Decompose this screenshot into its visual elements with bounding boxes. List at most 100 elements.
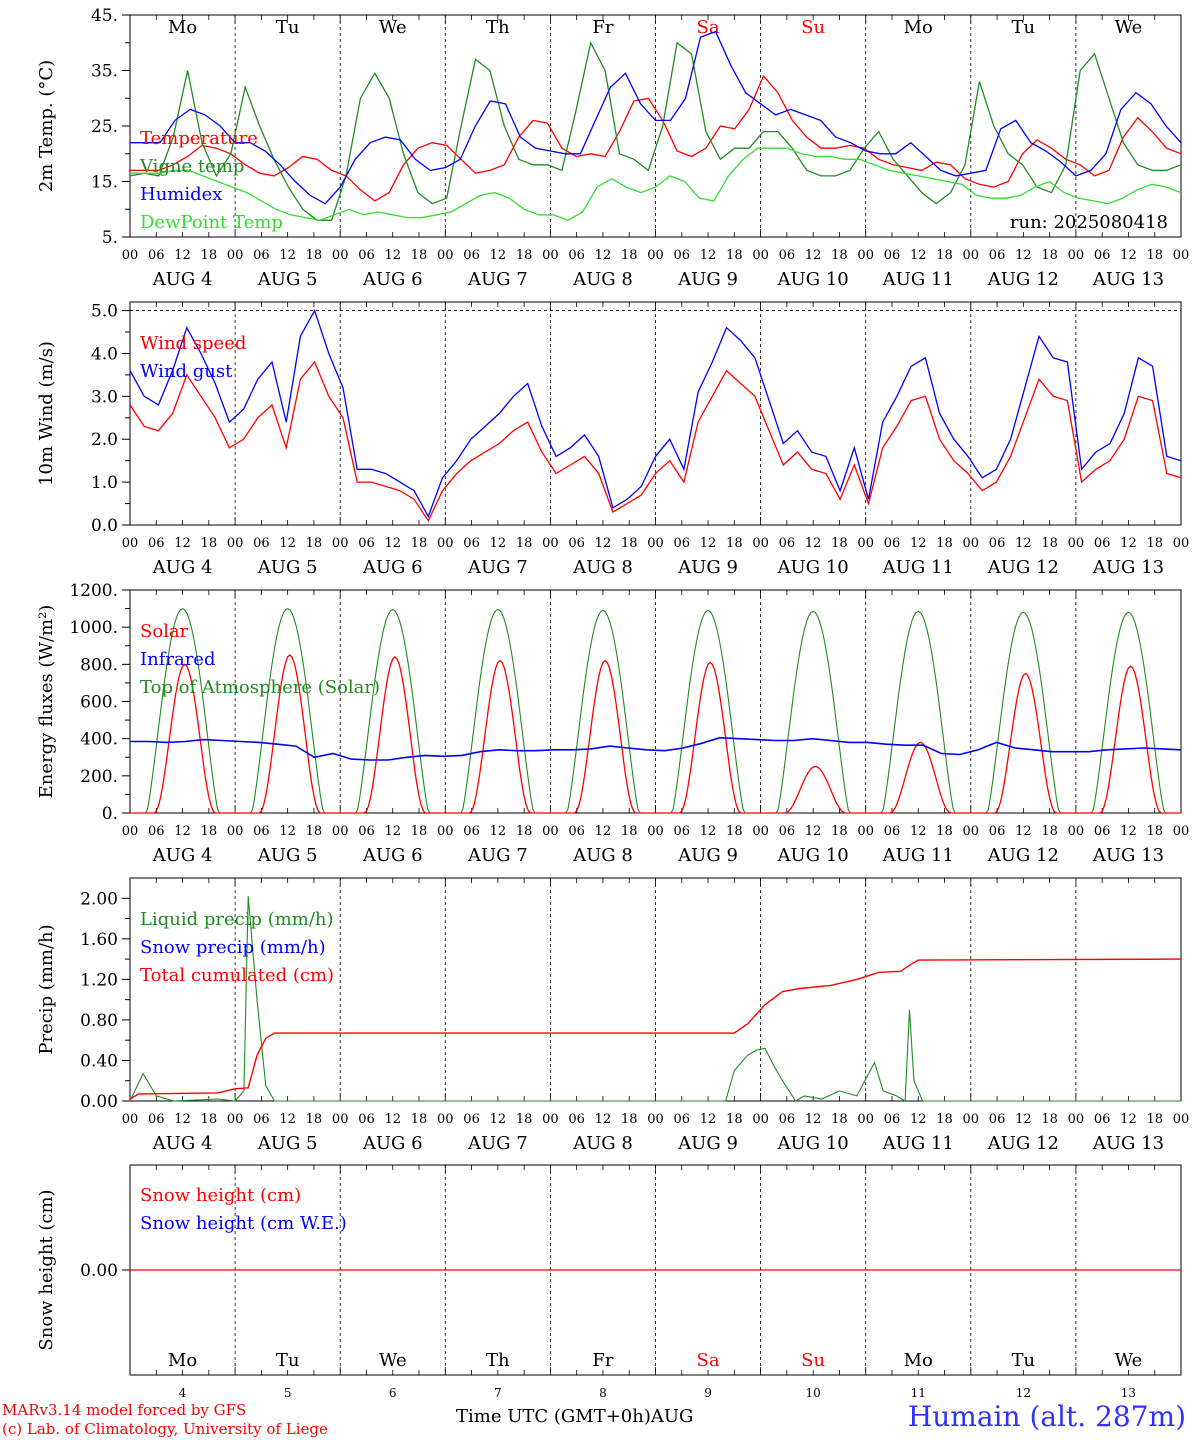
x-hour-label: 12	[490, 248, 507, 263]
x-date-label: AUG 6	[362, 557, 423, 578]
x-hour-label: 18	[201, 1112, 218, 1127]
y-tick-label: 45.	[91, 6, 118, 26]
day-name: Tu	[1012, 17, 1036, 38]
legend-entry: Wind speed	[140, 333, 246, 354]
x-hour-label: 18	[726, 824, 743, 839]
x-date-label: AUG 13	[1092, 269, 1164, 290]
y-tick-label: 600.	[80, 693, 118, 713]
series-line-total-cumulated	[129, 958, 1182, 1100]
series-line-infrared	[130, 736, 1182, 761]
y-tick-label: 0.80	[80, 1011, 118, 1031]
y-tick-label: 25.	[91, 117, 118, 137]
day-name: We	[1115, 17, 1143, 38]
x-hour-label: 12	[1015, 536, 1032, 551]
x-hour-label: 06	[568, 824, 585, 839]
legend-entry: Wind gust	[140, 361, 233, 382]
x-hour-label: 06	[674, 248, 691, 263]
x-hour-label: 12	[700, 824, 717, 839]
x-hour-label: 06	[989, 824, 1006, 839]
x-hour-label: 06	[358, 536, 375, 551]
x-date-label: AUG 5	[257, 845, 318, 866]
x-hour-label: 18	[411, 536, 428, 551]
day-name: Fr	[592, 17, 613, 38]
x-date-label: AUG 9	[677, 845, 738, 866]
legend-entry: Vigne temp	[139, 156, 244, 177]
x-date-label: AUG 10	[777, 269, 849, 290]
series-line-solar	[130, 654, 1181, 814]
x-hour-label: 00	[542, 1112, 559, 1127]
x-date-label: AUG 7	[467, 557, 528, 578]
x-hour-label: 00	[647, 248, 664, 263]
x-hour-label: 12	[384, 824, 401, 839]
x-hour-label: 18	[936, 248, 953, 263]
x-hour-label: 12	[595, 824, 612, 839]
x-date-label: AUG 5	[257, 557, 318, 578]
x-hour-label: 18	[411, 1112, 428, 1127]
x-hour-label: 12	[910, 1112, 927, 1127]
x-hour-label: 18	[936, 824, 953, 839]
y-tick-label: 1000.	[69, 618, 118, 638]
y-tick-label: 800.	[80, 655, 118, 675]
series-line-humidex	[130, 30, 1182, 205]
day-number: 11	[911, 1386, 926, 1400]
x-date-label: AUG 9	[677, 269, 738, 290]
x-hour-label: 00	[752, 1112, 769, 1127]
x-axis-title: Time UTC (GMT+0h)AUG	[456, 1406, 694, 1427]
x-hour-label: 00	[752, 536, 769, 551]
x-hour-label: 00	[437, 248, 454, 263]
x-hour-label: 18	[831, 248, 848, 263]
y-axis-title: 2m Temp. (°C)	[36, 60, 57, 192]
x-hour-label: 12	[1120, 1112, 1137, 1127]
x-hour-label: 12	[490, 824, 507, 839]
day-name: Th	[486, 17, 510, 38]
series-line-liquid-precip	[129, 896, 1181, 1102]
day-name: Tu	[1012, 1350, 1036, 1371]
x-hour-label: 00	[227, 1112, 244, 1127]
x-hour-label: 06	[884, 824, 901, 839]
x-date-label: AUG 4	[152, 269, 213, 290]
x-hour-label: 06	[1094, 824, 1111, 839]
x-date-label: AUG 11	[882, 1133, 954, 1154]
legend-entry: Snow height (cm W.E.)	[140, 1213, 347, 1234]
x-hour-label: 12	[805, 536, 822, 551]
x-hour-label: 00	[752, 248, 769, 263]
x-hour-label: 00	[542, 536, 559, 551]
day-number: 8	[599, 1386, 607, 1400]
y-tick-label: 4.0	[91, 344, 118, 364]
day-name: We	[379, 1350, 407, 1371]
x-date-label: AUG 4	[152, 845, 213, 866]
y-tick-label: 2.00	[80, 889, 118, 909]
x-date-label: AUG 12	[987, 269, 1059, 290]
day-number: 5	[284, 1386, 292, 1400]
x-date-label: AUG 11	[882, 269, 954, 290]
y-tick-label: 35.	[91, 62, 118, 82]
x-hour-label: 06	[989, 1112, 1006, 1127]
day-number: 6	[389, 1386, 397, 1400]
x-hour-label: 18	[306, 824, 323, 839]
x-hour-label: 00	[332, 1112, 349, 1127]
x-hour-label: 12	[279, 824, 296, 839]
x-hour-label: 12	[174, 1112, 191, 1127]
x-hour-label: 00	[647, 1112, 664, 1127]
x-hour-label: 00	[122, 1112, 139, 1127]
x-hour-label: 06	[463, 824, 480, 839]
y-tick-label: 0.0	[91, 516, 118, 536]
x-hour-label: 00	[542, 824, 559, 839]
x-hour-label: 06	[779, 248, 796, 263]
legend-entry: Snow height (cm)	[140, 1185, 301, 1206]
x-date-label: AUG 11	[882, 557, 954, 578]
x-date-label: AUG 12	[987, 1133, 1059, 1154]
day-name: Su	[801, 1350, 825, 1371]
x-hour-label: 06	[884, 536, 901, 551]
x-hour-label: 06	[674, 824, 691, 839]
x-hour-label: 12	[174, 248, 191, 263]
legend-entry: Solar	[140, 621, 189, 642]
x-hour-label: 12	[700, 1112, 717, 1127]
x-hour-label: 00	[857, 536, 874, 551]
legend-entry: Top of Atmosphere (Solar)	[140, 677, 380, 698]
x-hour-label: 18	[201, 536, 218, 551]
x-hour-label: 12	[384, 1112, 401, 1127]
x-hour-label: 12	[279, 1112, 296, 1127]
y-tick-label: 1.60	[80, 930, 118, 950]
